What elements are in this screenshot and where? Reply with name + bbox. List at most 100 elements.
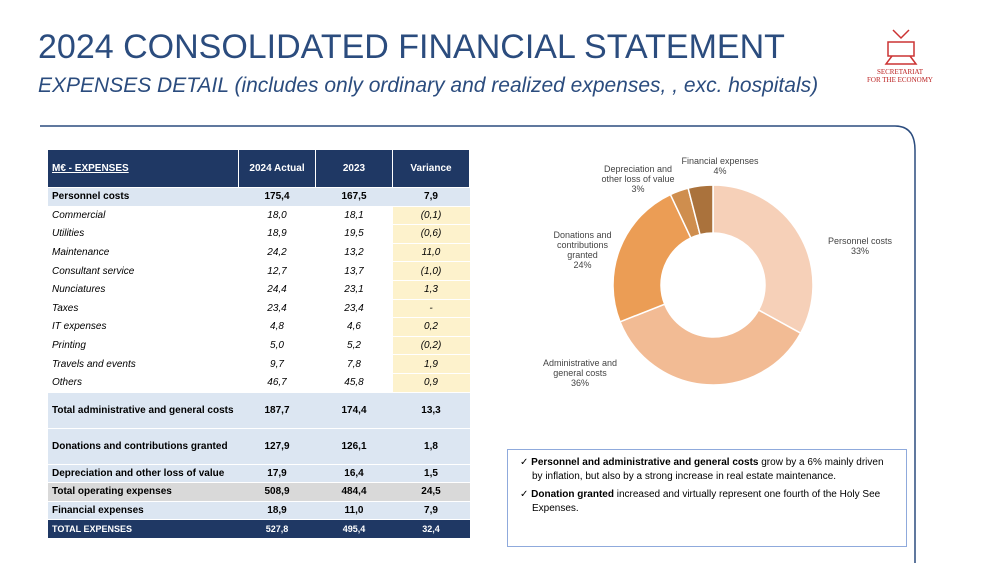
table-cell: 0,2 xyxy=(392,317,470,337)
table-cell: 17,9 xyxy=(238,464,316,484)
header-cell: 2024 Actual xyxy=(238,150,316,188)
slice-label: Administrative and general costs 36% xyxy=(540,358,620,388)
category-label: Depreciation and other loss of value xyxy=(601,164,675,184)
table-row: Travels and events 9,7 7,8 1,9 xyxy=(48,354,470,374)
table-cell: - xyxy=(392,299,470,319)
table-cell: 4,6 xyxy=(315,317,393,337)
table-cell: 484,4 xyxy=(315,482,393,502)
table-row: Total operating expenses 508,9 484,4 24,5 xyxy=(48,482,470,502)
table-cell: 1,8 xyxy=(392,428,470,465)
table-cell: TOTAL EXPENSES xyxy=(48,519,239,539)
table-row: Others 46,7 45,8 0,9 xyxy=(48,373,470,393)
table-cell: Taxes xyxy=(48,299,239,319)
table-row: Total administrative and general costs 18… xyxy=(48,392,470,429)
table-cell: (0,6) xyxy=(392,224,470,244)
table-cell: 18,0 xyxy=(238,206,316,226)
table-cell: 5,0 xyxy=(238,336,316,356)
title: 2024 CONSOLIDATED FINANCIAL STATEMENT xyxy=(38,28,785,66)
table-cell: 23,4 xyxy=(315,299,393,319)
frame-line xyxy=(40,125,916,563)
table-cell: Personnel costs xyxy=(48,187,239,207)
table-row: IT expenses 4,8 4,6 0,2 xyxy=(48,317,470,337)
note: ✓ Donation granted increased and virtual… xyxy=(520,489,881,514)
donut-chart xyxy=(612,184,814,386)
table-cell: Nunciatures xyxy=(48,280,239,300)
table-cell: 18,1 xyxy=(315,206,393,226)
note: ✓ Personnel and administrative and gener… xyxy=(520,457,884,482)
table-row: Maintenance 24,2 13,2 11,0 xyxy=(48,243,470,263)
subtitle: EXPENSES DETAIL (includes only ordinary … xyxy=(38,74,819,97)
table-cell: Printing xyxy=(48,336,239,356)
table-cell: 32,4 xyxy=(392,519,470,539)
table-cell: 12,7 xyxy=(238,261,316,281)
category-label: Donations and contributions granted xyxy=(553,230,612,260)
table-cell: 175,4 xyxy=(238,187,316,207)
table-row: Utilities 18,9 19,5 (0,6) xyxy=(48,224,470,244)
table-cell: Total operating expenses xyxy=(48,482,239,502)
value-label: 36% xyxy=(570,378,589,388)
table-cell: Consultant service xyxy=(48,261,239,281)
category-label: Personnel costs xyxy=(827,236,893,246)
table-cell: IT expenses xyxy=(48,317,239,337)
table-cell: (0,1) xyxy=(392,206,470,226)
table-cell: 24,4 xyxy=(238,280,316,300)
table-cell: 18,9 xyxy=(238,501,316,521)
table-cell: 46,7 xyxy=(238,373,316,393)
note-bold: Personnel and administrative and general… xyxy=(531,457,759,468)
notes-box: ✓ Personnel and administrative and gener… xyxy=(507,449,907,547)
table-cell: Total administrative and general costs xyxy=(48,392,239,429)
table-cell: 7,8 xyxy=(315,354,393,374)
table-cell: 13,3 xyxy=(392,392,470,429)
table-cell: 508,9 xyxy=(238,482,316,502)
table-cell: (1,0) xyxy=(392,261,470,281)
table-cell: 19,5 xyxy=(315,224,393,244)
donut-slice xyxy=(612,193,692,323)
note-bold: Donation granted xyxy=(531,489,614,500)
slice-label: Financial expenses 4% xyxy=(680,156,760,176)
value-label: 24% xyxy=(573,260,592,270)
table-cell: Others xyxy=(48,373,239,393)
table-cell: Financial expenses xyxy=(48,501,239,521)
table-cell: 5,2 xyxy=(315,336,393,356)
logo-emblem xyxy=(884,29,918,65)
header-cell: M€ - EXPENSES xyxy=(48,150,239,188)
note-text: grow by a 6% mainly driven by inflation,… xyxy=(532,457,884,482)
table-cell: 23,1 xyxy=(315,280,393,300)
slice-label: Donations and contributions granted 24% xyxy=(545,230,620,270)
table-cell: 23,4 xyxy=(238,299,316,319)
header-cell: 2023 xyxy=(315,150,393,188)
table-cell: 495,4 xyxy=(315,519,393,539)
table-cell: Depreciation and other loss of value xyxy=(48,464,239,484)
table-cell: 13,7 xyxy=(315,261,393,281)
table-cell: Maintenance xyxy=(48,243,239,263)
category-label: Financial expenses xyxy=(681,156,759,166)
slice-label: Personnel costs 33% xyxy=(815,236,905,256)
table-cell: Utilities xyxy=(48,224,239,244)
table-row: Personnel costs 175,4 167,5 7,9 xyxy=(48,187,470,207)
table-row: Financial expenses 18,9 11,0 7,9 xyxy=(48,501,470,521)
table-cell: (0,2) xyxy=(392,336,470,356)
slice-label: Depreciation and other loss of value 3% xyxy=(598,164,678,194)
table-cell: Commercial xyxy=(48,206,239,226)
donut-slice xyxy=(619,303,802,386)
table-cell: 127,9 xyxy=(238,428,316,465)
table-cell: 174,4 xyxy=(315,392,393,429)
table-cell: 167,5 xyxy=(315,187,393,207)
table-cell: 11,0 xyxy=(315,501,393,521)
table-cell: 11,0 xyxy=(392,243,470,263)
table-cell: 24,5 xyxy=(392,482,470,502)
table-cell: 187,7 xyxy=(238,392,316,429)
table-cell: 16,4 xyxy=(315,464,393,484)
table-cell: 45,8 xyxy=(315,373,393,393)
table-cell: 18,9 xyxy=(238,224,316,244)
value-label: 4% xyxy=(713,166,727,176)
table-row: Taxes 23,4 23,4- xyxy=(48,299,470,319)
table-cell: 7,9 xyxy=(392,187,470,207)
table-cell: 1,9 xyxy=(392,354,470,374)
table-cell: 126,1 xyxy=(315,428,393,465)
table-row: Nunciatures 24,4 23,1 1,3 xyxy=(48,280,470,300)
logo-text: FOR THE ECONOMY xyxy=(867,76,933,84)
table-cell: 24,2 xyxy=(238,243,316,263)
value-label: 3% xyxy=(631,184,645,194)
